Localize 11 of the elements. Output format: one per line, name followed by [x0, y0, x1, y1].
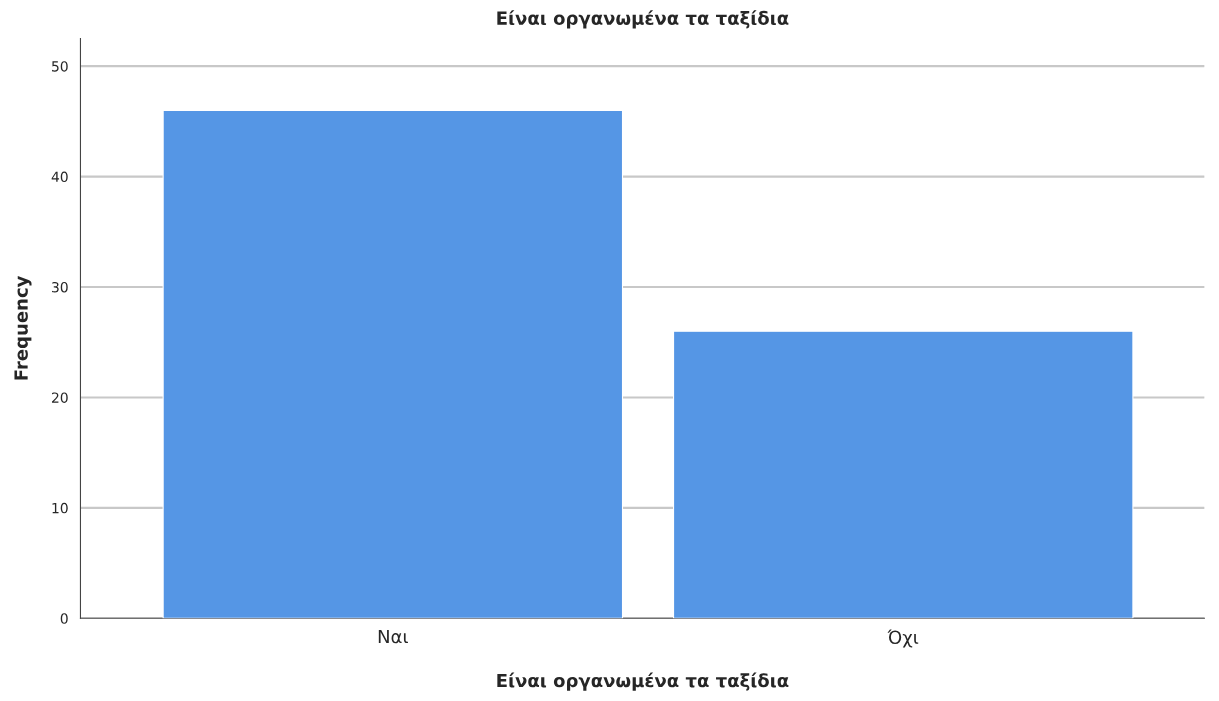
x-tick-label: Ναι — [378, 629, 408, 644]
y-tick-label: 0 — [60, 613, 68, 624]
y-tick-label: 20 — [51, 392, 68, 403]
y-tick-label: 50 — [52, 61, 68, 72]
y-tick-label: 10 — [52, 502, 68, 514]
chart-title: Είναι οργανωμένα τα ταξίδια — [497, 10, 789, 29]
x-tick-label: Όχι — [887, 629, 919, 648]
y-tick-label: 40 — [51, 171, 68, 183]
y-axis-title: Frequency — [14, 275, 32, 380]
x-axis-title: Είναι οργανωμένα τα ταξίδια — [497, 672, 789, 691]
y-tick-label: 30 — [52, 281, 68, 293]
